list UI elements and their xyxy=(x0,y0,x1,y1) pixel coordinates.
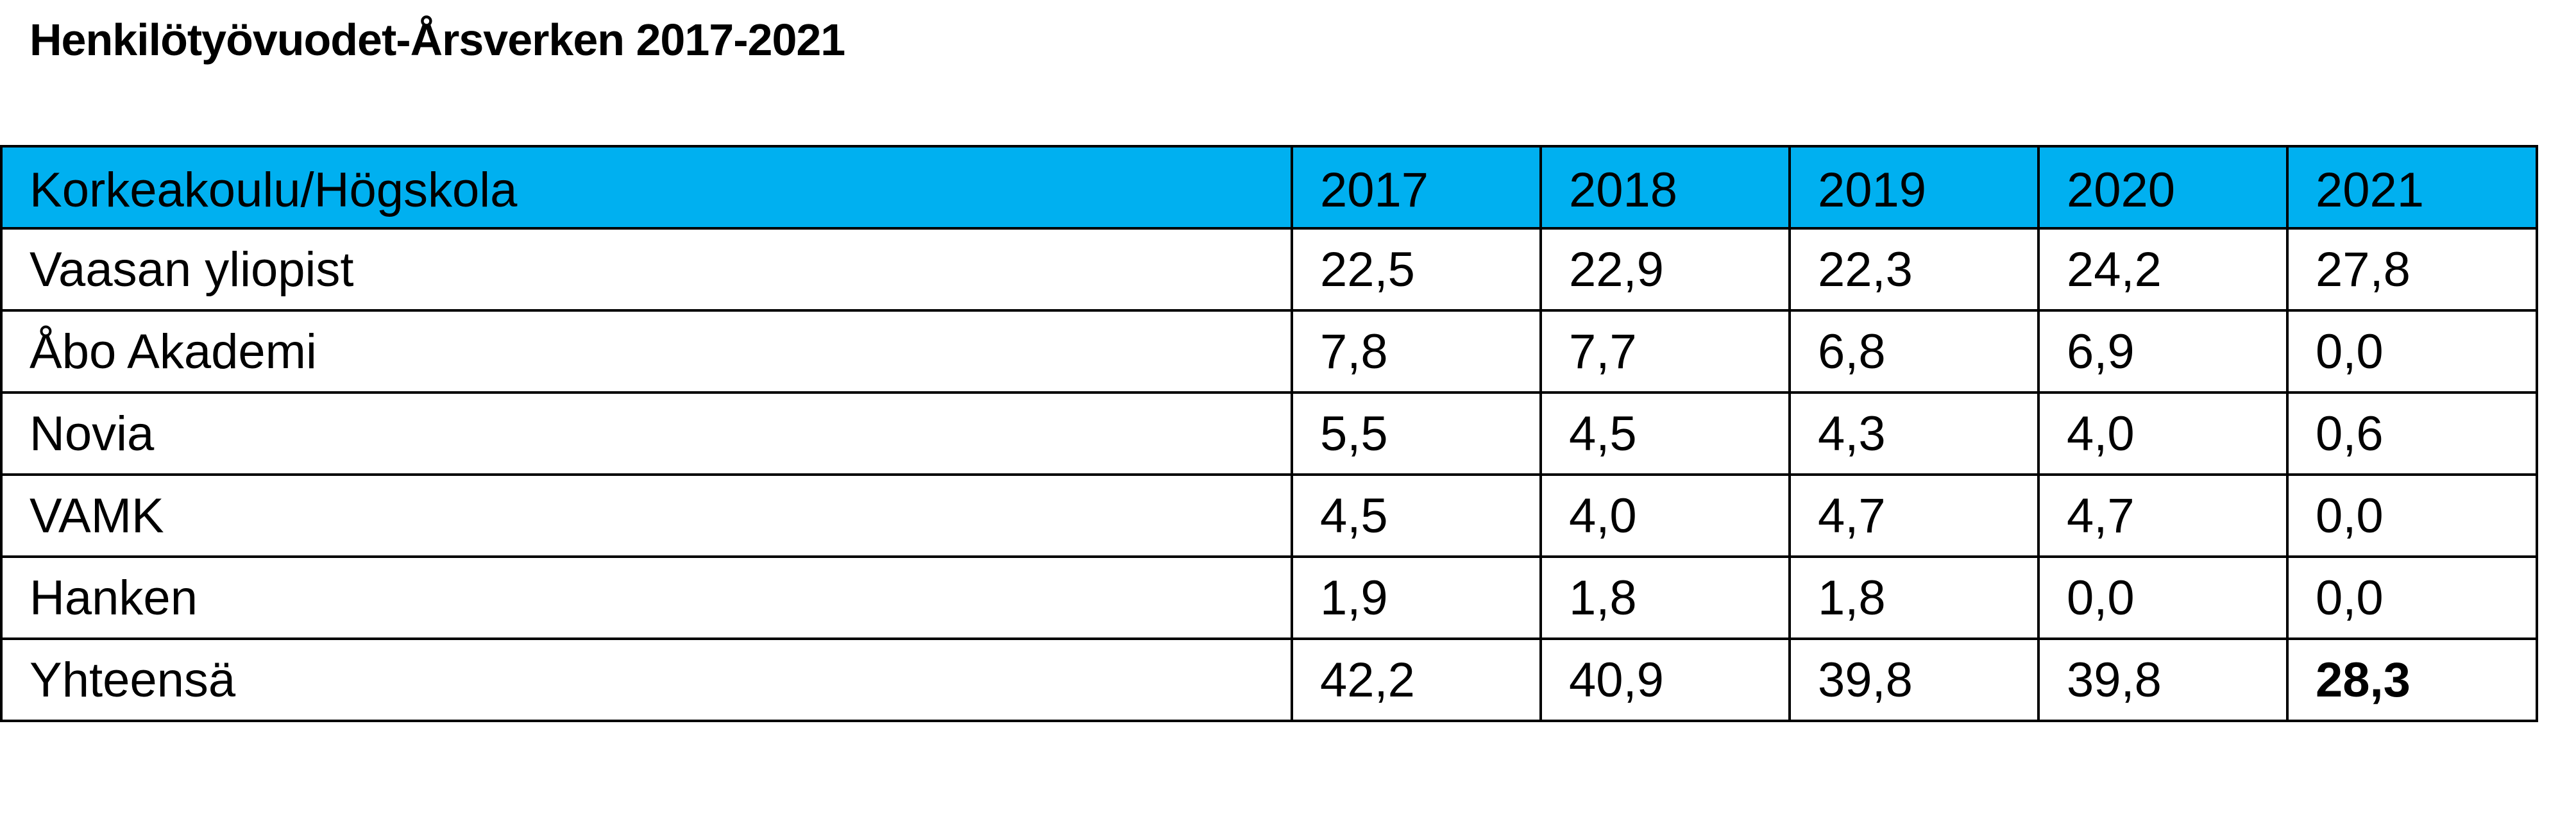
table-cell: 4,3 xyxy=(1788,391,2040,476)
table-row: Vaasan yliopist 22,5 22,9 22,3 24,2 27,8 xyxy=(0,227,2538,312)
total-row: Yhteensä 42,2 40,9 39,8 39,8 28,3 xyxy=(0,637,2538,722)
table-cell: 1,8 xyxy=(1788,555,2040,640)
row-label: Yhteensä xyxy=(0,637,1293,722)
table-cell: 0,0 xyxy=(2037,555,2289,640)
column-header-institution: Korkeakoulu/Högskola xyxy=(0,145,1293,230)
table-header-row: Korkeakoulu/Högskola 2017 2018 2019 2020… xyxy=(0,145,2538,230)
table-cell: 0,0 xyxy=(2286,473,2538,558)
column-header-2020: 2020 xyxy=(2037,145,2289,230)
row-label: VAMK xyxy=(0,473,1293,558)
row-label: Åbo Akademi xyxy=(0,309,1293,394)
table-cell: 7,7 xyxy=(1539,309,1791,394)
column-header-2019: 2019 xyxy=(1788,145,2040,230)
data-table: Korkeakoulu/Högskola 2017 2018 2019 2020… xyxy=(0,145,2538,722)
table-cell: 5,5 xyxy=(1291,391,1542,476)
table-cell: 24,2 xyxy=(2037,227,2289,312)
table-cell: 4,0 xyxy=(2037,391,2289,476)
table-cell: 4,5 xyxy=(1291,473,1542,558)
table-cell: 0,6 xyxy=(2286,391,2538,476)
row-label: Vaasan yliopist xyxy=(0,227,1293,312)
table-cell: 27,8 xyxy=(2286,227,2538,312)
table-cell: 42,2 xyxy=(1291,637,1542,722)
table-row: Hanken 1,9 1,8 1,8 0,0 0,0 xyxy=(0,555,2538,640)
column-header-2017: 2017 xyxy=(1291,145,1542,230)
table-cell: 39,8 xyxy=(2037,637,2289,722)
table-cell: 22,9 xyxy=(1539,227,1791,312)
table-cell: 22,3 xyxy=(1788,227,2040,312)
row-label: Novia xyxy=(0,391,1293,476)
table-cell: 22,5 xyxy=(1291,227,1542,312)
row-label: Hanken xyxy=(0,555,1293,640)
page-title: Henkilötyövuodet-Årsverken 2017-2021 xyxy=(30,15,845,65)
column-header-2018: 2018 xyxy=(1539,145,1791,230)
column-header-2021: 2021 xyxy=(2286,145,2538,230)
table-cell: 4,7 xyxy=(1788,473,2040,558)
table-cell: 7,8 xyxy=(1291,309,1542,394)
table-cell: 1,9 xyxy=(1291,555,1542,640)
table-cell: 39,8 xyxy=(1788,637,2040,722)
table-cell: 4,5 xyxy=(1539,391,1791,476)
table-cell: 40,9 xyxy=(1539,637,1791,722)
table-row: Åbo Akademi 7,8 7,7 6,8 6,9 0,0 xyxy=(0,309,2538,394)
table-cell: 0,0 xyxy=(2286,309,2538,394)
table-cell: 0,0 xyxy=(2286,555,2538,640)
table-row: Novia 5,5 4,5 4,3 4,0 0,6 xyxy=(0,391,2538,476)
table-cell: 4,0 xyxy=(1539,473,1791,558)
total-2021-cell: 28,3 xyxy=(2286,637,2538,722)
table-cell: 6,9 xyxy=(2037,309,2289,394)
table-cell: 4,7 xyxy=(2037,473,2289,558)
table-cell: 6,8 xyxy=(1788,309,2040,394)
table-row: VAMK 4,5 4,0 4,7 4,7 0,0 xyxy=(0,473,2538,558)
table-cell: 1,8 xyxy=(1539,555,1791,640)
